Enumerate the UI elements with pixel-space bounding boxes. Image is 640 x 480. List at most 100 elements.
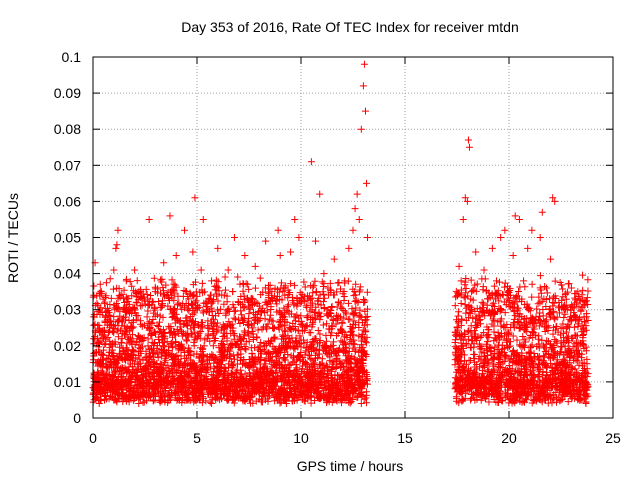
data-point — [174, 362, 182, 370]
data-point — [265, 289, 273, 297]
data-point — [245, 310, 253, 318]
data-point — [236, 280, 244, 288]
data-point — [251, 262, 259, 270]
data-point — [198, 384, 206, 392]
data-point — [325, 392, 333, 400]
data-point — [172, 252, 180, 260]
data-point — [148, 319, 156, 327]
data-point — [220, 391, 228, 399]
data-point — [453, 316, 461, 324]
data-point — [210, 368, 218, 376]
data-point — [306, 343, 314, 351]
data-point — [295, 234, 303, 241]
data-point — [234, 273, 242, 281]
data-point — [108, 321, 116, 329]
data-point — [455, 262, 463, 270]
data-point — [361, 107, 369, 115]
data-point — [239, 287, 247, 295]
data-point — [284, 393, 292, 401]
data-point — [562, 302, 570, 310]
data-point — [112, 395, 120, 403]
data-point — [230, 380, 238, 388]
data-point — [221, 273, 229, 281]
data-point — [217, 390, 225, 398]
data-point — [168, 310, 176, 318]
data-point — [202, 374, 210, 382]
data-point — [535, 332, 543, 340]
data-point — [230, 234, 238, 241]
data-point — [207, 295, 215, 303]
data-point — [542, 284, 550, 292]
data-point — [157, 289, 165, 297]
data-point — [228, 340, 236, 348]
data-point — [188, 318, 196, 326]
data-point — [236, 394, 244, 402]
data-point — [171, 331, 179, 339]
data-point — [501, 226, 509, 234]
data-point — [102, 292, 110, 300]
data-point — [188, 383, 196, 391]
data-point — [106, 301, 114, 309]
data-point — [166, 329, 174, 337]
data-point — [117, 339, 125, 347]
data-point — [265, 392, 273, 400]
data-point — [322, 331, 330, 339]
data-point — [528, 293, 536, 301]
data-point — [502, 352, 510, 360]
data-point — [104, 364, 112, 372]
data-point — [322, 337, 330, 345]
data-point — [161, 358, 169, 366]
data-point — [185, 344, 193, 352]
data-point — [345, 244, 353, 252]
data-point — [93, 292, 101, 300]
data-point — [166, 296, 174, 304]
data-point — [351, 205, 359, 213]
data-point — [248, 392, 256, 400]
data-point — [331, 395, 339, 403]
data-point — [326, 384, 334, 392]
data-point — [284, 351, 292, 359]
data-point — [324, 351, 332, 359]
data-point — [170, 290, 178, 298]
data-point — [548, 345, 556, 353]
data-point — [145, 215, 153, 223]
data-point — [578, 322, 586, 330]
data-point — [293, 302, 301, 310]
data-point — [141, 367, 149, 375]
data-point — [257, 368, 265, 376]
data-point — [128, 310, 136, 318]
data-point — [181, 226, 189, 234]
data-point — [207, 382, 215, 390]
data-point — [184, 305, 192, 313]
data-point — [120, 355, 128, 363]
data-point — [204, 378, 212, 386]
data-point — [251, 284, 259, 292]
data-point — [466, 357, 474, 365]
data-point — [245, 322, 253, 330]
data-point — [330, 376, 338, 384]
data-point — [175, 299, 183, 307]
data-point — [339, 393, 347, 401]
data-point — [335, 387, 343, 395]
data-point — [211, 320, 219, 328]
data-point — [311, 335, 319, 343]
data-point — [116, 368, 124, 376]
data-point — [252, 313, 260, 321]
data-point — [223, 385, 231, 393]
data-point — [157, 365, 165, 373]
data-point — [261, 388, 269, 396]
data-point — [360, 60, 368, 68]
data-point — [505, 361, 513, 369]
data-point — [577, 396, 585, 404]
data-point — [350, 363, 358, 371]
data-point — [291, 215, 299, 223]
data-point — [162, 281, 170, 289]
data-point — [211, 376, 219, 384]
data-point — [294, 379, 302, 387]
data-point — [93, 300, 101, 308]
data-point — [189, 248, 197, 256]
data-point — [253, 310, 261, 318]
data-point — [109, 322, 117, 330]
data-point — [324, 376, 332, 384]
data-point — [198, 279, 206, 287]
